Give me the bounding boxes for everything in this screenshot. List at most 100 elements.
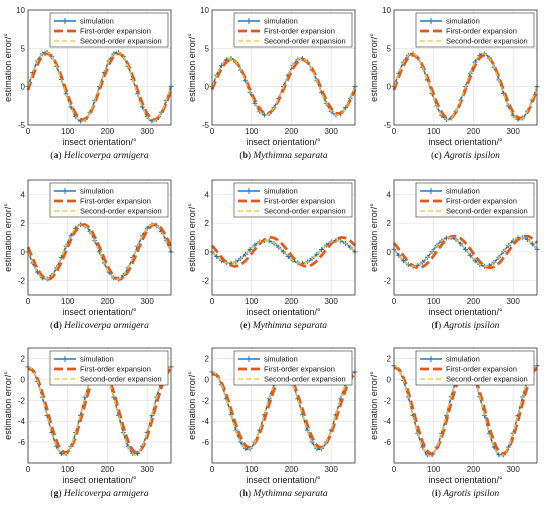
x-axis-label: insect orientation/° [428,307,503,317]
caption-paren-close: ) [247,320,253,331]
simulation-marker [472,258,478,264]
series-line-first-order-expansion [392,53,539,120]
simulation-marker [463,246,468,252]
series-line-second-order-expansion [27,223,172,280]
legend-marker [246,188,252,194]
legend-marker [428,188,434,194]
legend-label-simulation: simulation [446,17,480,26]
x-tick-label: 300 [506,127,520,136]
x-tick-label: 200 [101,297,115,306]
legend-label-simulation: simulation [264,17,298,26]
y-axis-label: estimation error/° [187,33,197,102]
y-tick-label: 0 [21,83,26,92]
legend-label-second-order-expansion: Second-order expansion [446,375,528,384]
y-axis-label: estimation error/° [3,203,13,272]
y-axis-label: estimation error/° [369,371,379,440]
chart-i: 0 100 200 300 -6 -4 -2 0 2 simulationFirst-order … [369,347,540,499]
caption-species: Helicoverpa armigera [63,321,149,331]
y-tick-label: -2 [384,396,392,405]
y-axis-label: estimation error/° [369,33,379,102]
y-tick-label: -4 [18,417,26,426]
legend-marker [62,18,68,24]
simulation-marker [401,258,407,264]
y-tick-label: -6 [202,438,210,447]
y-tick-label: 0 [387,83,392,92]
simulation-marker [252,242,258,248]
y-tick-label: -2 [18,396,26,405]
panel-caption: (i) Agrotis ipsilon [432,488,499,499]
x-tick-label: 0 [26,297,31,306]
x-tick-label: 0 [26,465,31,474]
legend-label-first-order-expansion: First-order expansion [446,27,517,36]
x-tick-label: 0 [210,127,215,136]
y-tick-label: 0 [205,375,210,384]
series-line-second-order-expansion [393,53,538,121]
x-tick-label: 100 [61,297,75,306]
legend-label-first-order-expansion: First-order expansion [80,27,151,36]
legend-label-second-order-expansion: Second-order expansion [264,207,346,216]
legend-label-second-order-expansion: Second-order expansion [80,375,162,384]
panel-caption: (a) Helicoverpa armigera [50,150,148,161]
x-tick-label: 200 [101,465,115,474]
legend-label-second-order-expansion: Second-order expansion [446,207,528,216]
x-tick-label: 0 [26,127,31,136]
simulation-marker [238,439,244,445]
caption-letter: b [243,151,248,161]
y-tick-label: -4 [202,417,210,426]
x-tick-label: 300 [324,297,338,306]
panel-caption: (b) Mythimna separata [239,150,327,161]
legend-marker [428,356,434,362]
legend-label-simulation: simulation [80,17,114,26]
simulation-marker [247,246,253,252]
legend-marker [246,356,252,362]
x-axis-label: insect orientation/° [62,137,137,147]
y-tick-label: -5 [384,121,392,130]
y-tick-label: 4 [205,190,210,199]
caption-paren-open: ( [432,488,435,499]
legend-label-first-order-expansion: First-order expansion [446,197,517,206]
panel-caption: (c) Agrotis ipsilon [431,150,500,161]
caption-paren-close: ) [248,150,254,161]
legend-label-first-order-expansion: First-order expansion [264,197,335,206]
caption-letter: d [53,321,59,331]
caption-species: Agrotis ipsilon [443,321,500,331]
series-line-second-order-expansion [211,371,356,451]
simulation-marker [529,241,535,247]
y-tick-label: 0 [205,83,210,92]
y-tick-label: -4 [384,417,392,426]
y-axis-label: estimation error/° [3,33,13,102]
y-tick-label: 5 [205,44,210,53]
x-axis-label: insect orientation/° [246,307,321,317]
axes-frame [211,9,356,126]
legend-label-simulation: simulation [446,187,480,196]
x-tick-label: 0 [392,465,397,474]
x-tick-label: 100 [427,297,441,306]
x-tick-label: 200 [101,127,115,136]
simulation-marker [524,237,530,243]
caption-paren-open: ( [432,320,435,331]
panel-caption: (g) Helicoverpa armigera [50,488,148,499]
legend-label-second-order-expansion: Second-order expansion [80,207,162,216]
legend-marker [62,188,68,194]
caption-species: Agrotis ipsilon [443,151,500,161]
caption-paren-open: ( [239,150,242,161]
caption-letter: i [435,489,438,499]
y-tick-label: 2 [387,219,392,228]
x-tick-label: 100 [427,465,441,474]
simulation-marker [281,249,286,255]
legend-label-simulation: simulation [80,187,114,196]
x-tick-label: 300 [506,465,520,474]
y-tick-label: 2 [205,354,210,363]
y-axis-label: estimation error/° [187,371,197,440]
legend-marker [428,18,434,24]
caption-paren-close: ) [58,488,64,499]
x-axis-label: insect orientation/° [62,307,137,317]
series-line-first-order-expansion [26,223,173,281]
